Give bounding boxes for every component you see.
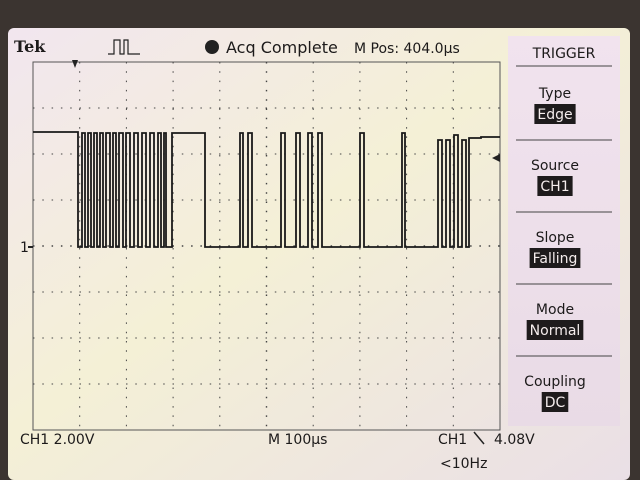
side-menu <box>508 36 620 426</box>
menu-value: Edge <box>537 107 572 123</box>
timebase: M 100µs <box>268 432 327 448</box>
menu-value-box <box>534 104 576 124</box>
menu-label: Source <box>531 158 579 174</box>
trigger-source: CH1 <box>438 432 467 448</box>
menu-value: DC <box>545 395 566 411</box>
channel-scale: CH1 2.00V <box>20 432 95 448</box>
menu-value-box <box>529 248 581 268</box>
menu-items: Type Edge Source CH1 Slope Falling Mode Normal C… <box>516 86 612 412</box>
menu-value: CH1 <box>540 179 569 195</box>
trigger-level: 4.08V <box>494 432 535 448</box>
channel-marker: 1 <box>20 240 29 256</box>
menu-label: Type <box>538 86 571 102</box>
trigger-position-marker <box>72 60 78 68</box>
menu-value-box <box>541 392 569 412</box>
acq-dot <box>205 40 219 54</box>
menu-value-box <box>526 320 584 340</box>
trigger-level-marker <box>492 154 500 162</box>
menu-label: Slope <box>536 230 575 246</box>
position: M Pos: 404.0µs <box>354 41 460 57</box>
menu-value: Falling <box>533 251 578 267</box>
graticule <box>33 62 500 430</box>
frequency: <10Hz <box>440 456 487 472</box>
waveform <box>33 131 500 248</box>
menu-value-box <box>537 176 573 196</box>
menu-label: Mode <box>536 302 574 318</box>
menu-title: TRIGGER <box>532 46 596 62</box>
brand: Tek <box>14 37 46 56</box>
menu-label: Coupling <box>524 374 586 390</box>
menu-value: Normal <box>530 323 581 339</box>
slope-icon <box>473 431 485 445</box>
acq-status: Acq Complete <box>226 38 338 57</box>
trigger-icon <box>108 39 140 55</box>
